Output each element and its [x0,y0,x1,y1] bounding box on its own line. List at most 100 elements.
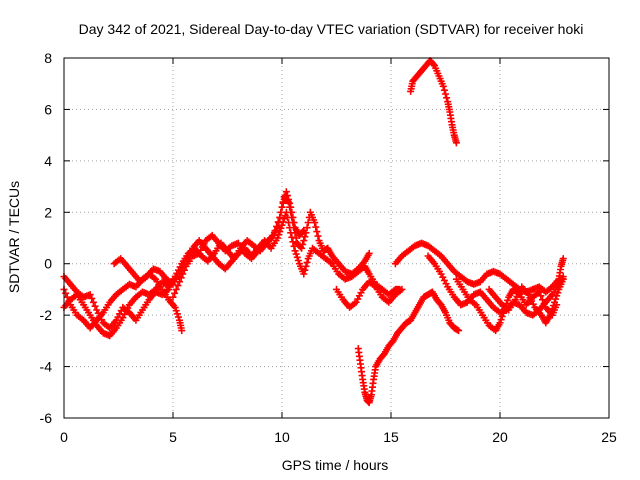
data-point [312,223,320,231]
data-point [174,282,182,290]
data-point [282,188,290,196]
data-point [552,295,560,303]
data-point [498,312,506,320]
y-tick-label: 0 [44,256,52,272]
series-track-j [452,275,561,335]
data-point [443,94,451,102]
data-point [287,203,295,211]
data-point [302,262,310,270]
x-tick-label: 25 [601,429,617,445]
series-track-e [169,188,308,301]
data-point [276,228,284,236]
x-tick-label: 10 [274,429,290,445]
data-point [499,309,507,317]
data-point [301,266,309,274]
data-point [65,297,73,305]
data-point [439,82,447,90]
data-point [285,195,293,203]
series-track-h [391,239,567,296]
data-point [497,316,505,324]
data-point [169,293,177,301]
data-point [365,249,373,257]
data-point [554,289,562,297]
data-point [535,288,543,296]
grid-lines [64,58,609,418]
data-point [283,192,291,200]
data-point [299,240,307,248]
y-axis-label: SDTVAR / TECUs [6,181,22,293]
series-track-f [333,278,406,311]
data-point [304,219,312,227]
data-point [278,203,286,211]
data-point [180,266,188,274]
data-point [440,86,448,94]
data-point [455,327,463,335]
data-point [559,275,567,283]
data-point [300,226,308,234]
data-point [86,291,94,299]
series-track-l [407,57,460,147]
data-point [280,215,288,223]
data-point [173,310,181,318]
data-point [88,294,96,302]
data-point [292,250,300,258]
chart-title: Day 342 of 2021, Sidereal Day-to-day VTE… [79,21,584,37]
y-tick-label: 6 [44,101,52,117]
data-point [275,219,283,227]
data-point [172,285,180,293]
series-track-a [60,193,373,340]
data-point [287,229,295,237]
data-point [294,257,302,264]
data-point [504,296,512,304]
data-points [60,57,567,407]
y-tick-label: 2 [44,204,52,220]
data-point [430,60,438,68]
data-point [551,298,558,306]
data-point [537,292,545,300]
data-point [548,305,556,313]
data-point [549,302,557,309]
data-point [174,313,182,321]
data-point [89,298,97,306]
data-point [300,237,308,245]
y-tick-label: -4 [40,359,53,375]
data-point [293,253,301,261]
y-tick-label: -2 [40,307,53,323]
data-point [277,208,285,216]
data-point [553,292,561,300]
data-point [91,302,99,310]
data-point [171,303,179,311]
series-track-k [485,275,567,327]
data-point [288,233,296,241]
data-point [290,219,298,227]
data-point [275,231,283,239]
data-point [171,289,179,297]
x-tick-label: 20 [492,429,508,445]
data-point [314,232,322,240]
data-point [559,255,567,263]
series-track-b [60,273,177,332]
plot-frame [63,57,610,419]
data-point [276,213,284,221]
data-point [300,270,308,278]
data-point [442,90,449,98]
data-point [63,293,71,301]
data-point [298,244,306,252]
data-point [290,242,298,250]
data-point [176,278,184,286]
data-point [289,238,297,246]
y-tick-label: -6 [40,410,53,426]
data-point [289,213,297,221]
series-track-g [354,288,463,407]
x-tick-label: 5 [169,429,177,445]
data-point [313,228,321,236]
data-point [540,300,548,308]
x-axis-label: GPS time / hours [282,457,389,473]
data-point [62,289,70,297]
data-point [303,258,311,266]
data-point [452,139,460,147]
x-tick-label: 0 [60,429,68,445]
data-point [288,208,296,216]
x-tick-label: 15 [383,429,399,445]
